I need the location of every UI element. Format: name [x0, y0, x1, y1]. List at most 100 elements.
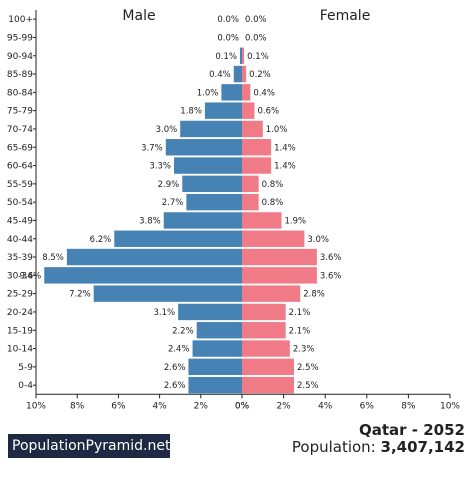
age-group-label: 85-89	[7, 70, 33, 80]
male-bar	[44, 267, 242, 284]
male-bar	[180, 120, 242, 138]
female-value-label: 3.0%	[307, 235, 329, 245]
female-bar	[242, 120, 263, 138]
age-group-label: 90-94	[7, 52, 33, 62]
female-bar	[242, 285, 301, 302]
age-group-label: 0-4	[18, 381, 33, 391]
male-bar	[93, 285, 243, 302]
age-group-label: 55-59	[7, 180, 33, 190]
x-tick-label: 2%	[276, 401, 291, 411]
age-group-label: 25-29	[7, 290, 33, 300]
male-value-label: 1.8%	[180, 107, 202, 117]
female-bar	[242, 248, 317, 266]
age-group-label: 30-34	[7, 271, 33, 281]
female-bar	[242, 157, 272, 174]
female-bar	[242, 230, 305, 247]
age-group-label: 15-19	[7, 326, 33, 336]
female-value-label: 3.6%	[320, 253, 342, 263]
male-value-label: 0.0%	[217, 33, 239, 43]
female-value-label: 0.0%	[245, 15, 267, 25]
male-bar	[196, 322, 242, 339]
population-pyramid-chart: Male Female 0.0% 0.0% 0.0% 0.0% 0.1% 0.1% 0.4%…	[7, 8, 461, 411]
male-bar	[174, 157, 242, 174]
female-value-label: 2.1%	[289, 326, 311, 336]
female-value-label: 0.0%	[245, 33, 267, 43]
x-tick-label: 10%	[440, 401, 460, 411]
male-value-label: 0.4%	[209, 70, 231, 80]
male-bar	[186, 193, 242, 211]
age-group-label: 80-84	[7, 88, 33, 98]
male-value-label: 8.5%	[42, 253, 64, 263]
brand-logo[interactable]: PopulationPyramid.net	[8, 434, 170, 458]
age-group-label: 5-9	[18, 363, 33, 373]
x-tick-label: 4%	[152, 401, 167, 411]
female-bar	[242, 47, 245, 64]
male-bar	[192, 340, 242, 357]
male-value-label: 2.7%	[162, 198, 184, 208]
female-value-label: 0.4%	[253, 88, 275, 98]
age-group-label: 65-69	[7, 143, 33, 153]
x-tick-label: 0%	[235, 401, 250, 411]
male-value-label: 3.1%	[154, 308, 176, 318]
female-bar	[242, 303, 286, 321]
age-group-label: 100+	[8, 15, 33, 25]
age-group-label: 40-44	[7, 235, 33, 245]
x-tick-label: 10%	[26, 401, 46, 411]
male-value-label: 6.2%	[90, 235, 112, 245]
female-value-label: 0.1%	[247, 52, 269, 62]
female-bar	[242, 102, 255, 119]
male-value-label: 2.4%	[168, 345, 190, 355]
female-bar	[242, 139, 272, 156]
age-group-label: 60-64	[7, 162, 33, 172]
female-value-label: 2.1%	[289, 308, 311, 318]
female-bar	[242, 340, 290, 357]
country-year-title: Qatar - 2052	[359, 421, 465, 439]
male-value-label: 3.8%	[139, 216, 161, 226]
female-bar	[242, 84, 251, 101]
male-bar	[239, 47, 242, 64]
male-value-label: 3.3%	[149, 162, 171, 172]
female-bar	[242, 175, 259, 193]
male-value-label: 2.6%	[164, 381, 186, 391]
x-tick-label: 4%	[318, 401, 333, 411]
age-group-label: 70-74	[7, 125, 33, 135]
female-header: Female	[320, 8, 371, 24]
x-tick-label: 6%	[360, 401, 375, 411]
male-value-label: 3.7%	[141, 143, 163, 153]
male-bar	[165, 139, 242, 156]
female-bar	[242, 358, 294, 376]
age-group-label: 50-54	[7, 198, 33, 208]
male-bar	[221, 84, 242, 101]
female-value-label: 1.9%	[285, 216, 307, 226]
population-value: 3,407,142	[380, 438, 465, 456]
male-value-label: 0.0%	[217, 15, 239, 25]
male-bar	[204, 102, 242, 119]
female-value-label: 1.4%	[274, 143, 296, 153]
male-value-label: 2.2%	[172, 326, 194, 336]
male-value-label: 3.0%	[156, 125, 178, 135]
x-tick-label: 0%	[235, 401, 250, 411]
female-bar	[242, 193, 259, 211]
male-value-label: 2.9%	[158, 180, 180, 190]
female-value-label: 2.5%	[297, 381, 319, 391]
female-value-label: 2.5%	[297, 363, 319, 373]
x-tick-label: 2%	[194, 401, 209, 411]
male-header: Male	[122, 8, 155, 24]
male-value-label: 1.0%	[197, 88, 219, 98]
x-tick-label: 6%	[111, 401, 126, 411]
female-bar	[242, 376, 294, 394]
female-value-label: 3.6%	[320, 271, 342, 281]
male-bar	[66, 248, 243, 266]
female-bar	[242, 65, 247, 83]
female-bar	[242, 267, 317, 284]
female-value-label: 0.6%	[257, 107, 279, 117]
male-value-label: 7.2%	[69, 290, 91, 300]
male-value-label: 0.1%	[215, 52, 237, 62]
female-value-label: 1.0%	[266, 125, 288, 135]
age-group-label: 45-49	[7, 216, 33, 226]
male-bar	[182, 175, 242, 193]
male-value-label: 9.6%	[20, 271, 42, 281]
population-label: Population:	[291, 438, 376, 456]
male-bar	[188, 376, 242, 394]
female-value-label: 0.8%	[262, 180, 284, 190]
